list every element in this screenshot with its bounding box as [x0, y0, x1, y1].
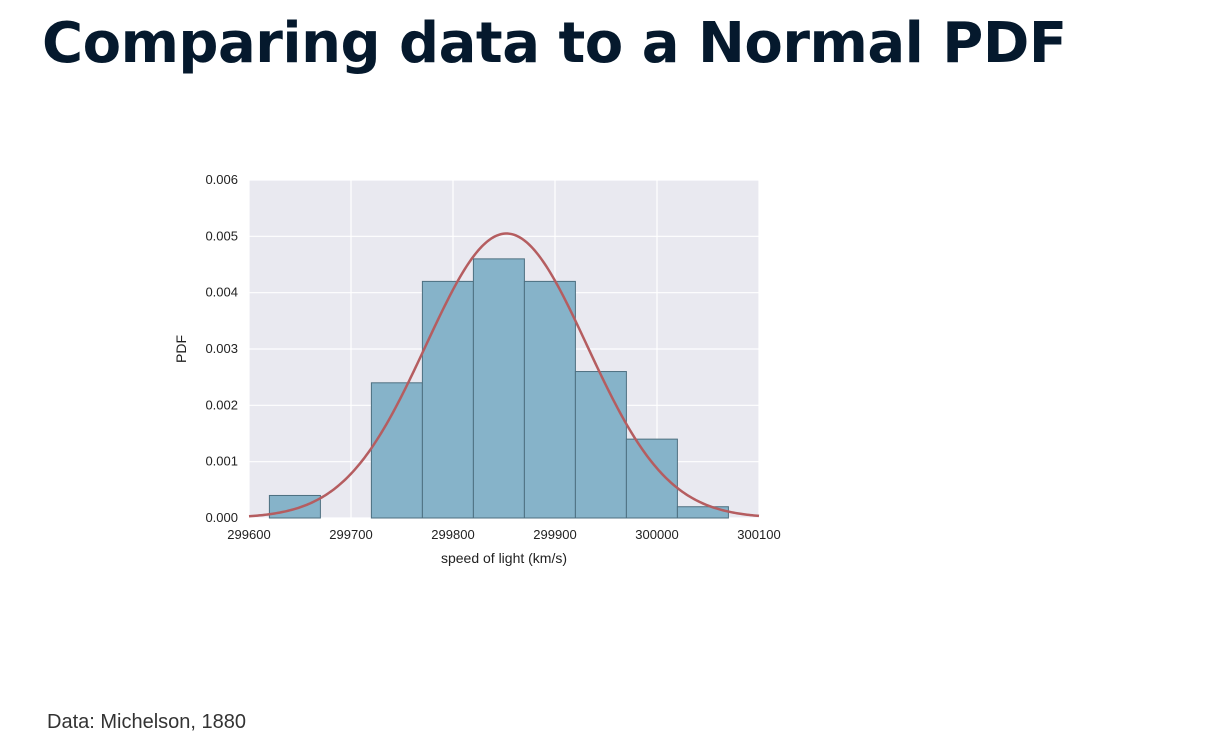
- y-tick-label: 0.001: [205, 454, 238, 469]
- data-source-footnote: Data: Michelson, 1880: [47, 711, 247, 733]
- histogram-bar: [574, 371, 627, 519]
- y-tick-label: 0.004: [205, 285, 238, 300]
- x-tick-label: 300000: [635, 527, 678, 542]
- y-tick-label: 0.000: [205, 510, 238, 525]
- histogram-bar: [472, 258, 525, 519]
- y-tick-label: 0.002: [205, 397, 238, 412]
- histogram-bar: [421, 280, 474, 519]
- y-tick-label: 0.006: [205, 172, 238, 187]
- x-tick-label: 299800: [431, 527, 474, 542]
- chart-svg: 0.000 0.001 0.002 0.003 0.004 0.005 0.006 2996…: [173, 172, 781, 566]
- x-tick-label: 299600: [227, 527, 270, 542]
- x-axis-label: speed of light (km/s): [441, 550, 567, 566]
- normal-pdf-curve: [248, 232, 760, 518]
- y-tick-labels: 0.000 0.001 0.002 0.003 0.004 0.005 0.006: [205, 172, 238, 525]
- histogram-chart: 0.000 0.001 0.002 0.003 0.004 0.005 0.006 2996…: [160, 160, 800, 580]
- x-tick-labels: 299600 299700 299800 299900 300000 300100: [227, 527, 780, 542]
- slide-title: Comparing data to a Normal PDF: [42, 11, 1067, 76]
- histogram-bars: [268, 258, 729, 519]
- y-axis-label: PDF: [173, 335, 189, 363]
- y-tick-label: 0.003: [205, 341, 238, 356]
- histogram-bar: [523, 280, 576, 519]
- x-tick-label: 299700: [329, 527, 372, 542]
- histogram-bar: [268, 494, 321, 519]
- y-tick-label: 0.005: [205, 228, 238, 243]
- x-tick-label: 299900: [533, 527, 576, 542]
- normal-pdf-curve-group: [248, 232, 760, 518]
- histogram-bar: [625, 438, 678, 519]
- x-tick-label: 300100: [737, 527, 780, 542]
